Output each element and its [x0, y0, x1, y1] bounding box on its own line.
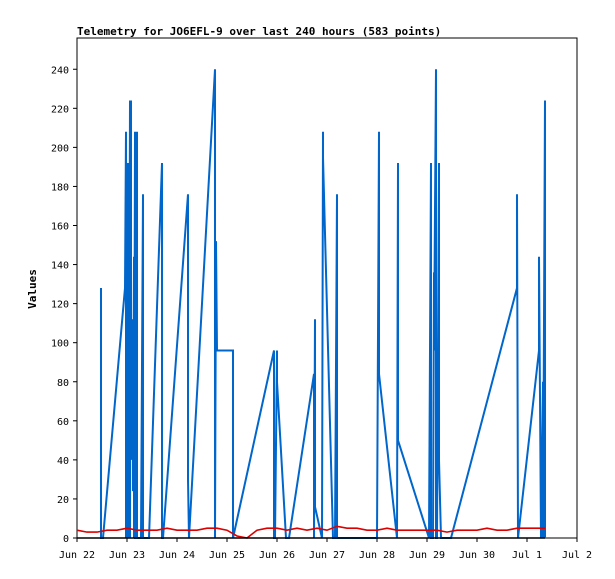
x-axis-ticks: Jun 22 Jun 23 Jun 24 Jun 25 Jun 26 Jun 27 Jun …	[59, 538, 592, 561]
y-tick-label: 20	[57, 495, 69, 506]
chart-title: Telemetry for JO6EFL-9 over last 240 hou…	[77, 25, 441, 38]
x-tick-label: Jun 24	[159, 550, 195, 561]
x-tick-label: Jun 27	[309, 550, 345, 561]
y-tick-label: 0	[63, 534, 69, 545]
y-tick-label: 40	[57, 456, 69, 467]
y-tick-label: 120	[51, 300, 69, 311]
x-tick-label: Jun 26	[259, 550, 295, 561]
x-tick-label: Jun 30	[459, 550, 495, 561]
y-tick-label: 200	[51, 143, 69, 154]
y-tick-label: 80	[57, 378, 69, 389]
x-tick-label: Jun 23	[109, 550, 145, 561]
series-line-1	[100, 69, 546, 539]
series-line-2	[76, 525, 545, 539]
x-tick-label: Jun 22	[59, 550, 95, 561]
x-tick-label: Jul 1	[512, 550, 542, 561]
y-tick-label: 140	[51, 261, 69, 272]
y-axis-label: Values	[26, 269, 39, 309]
y-tick-label: 100	[51, 339, 69, 350]
x-tick-label: Jul 2	[562, 550, 592, 561]
y-tick-label: 60	[57, 417, 69, 428]
x-tick-label: Jun 29	[409, 550, 445, 561]
data-series-layer	[76, 69, 546, 539]
y-tick-label: 220	[51, 104, 69, 115]
y-tick-label: 180	[51, 182, 69, 193]
x-tick-label: Jun 25	[209, 550, 245, 561]
y-axis-ticks: 0 20 40 60 80 100 120 140 160 180 200 220 240	[51, 65, 77, 545]
x-tick-label: Jun 28	[359, 550, 395, 561]
y-tick-label: 240	[51, 65, 69, 76]
y-tick-label: 160	[51, 222, 69, 233]
